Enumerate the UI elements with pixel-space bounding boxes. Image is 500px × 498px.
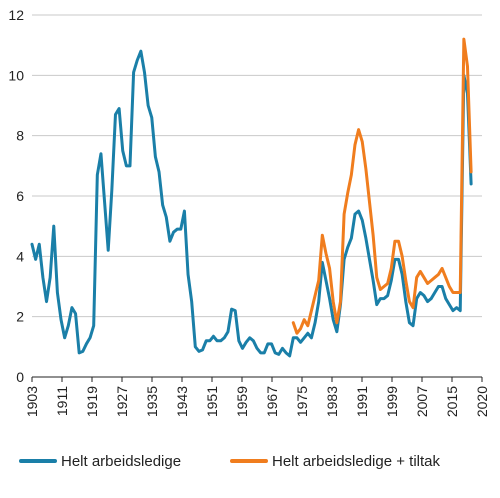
legend: Helt arbeidsledige Helt arbeidsledige + t… (19, 453, 441, 470)
legend-label: Helt arbeidsledige + tiltak (272, 453, 441, 470)
y-tick-label: 0 (16, 369, 24, 385)
x-tick-label: 1983 (324, 386, 340, 417)
x-tick-label: 1943 (174, 386, 190, 417)
y-tick-label: 6 (16, 188, 24, 204)
x-tick-label: 1911 (54, 386, 70, 416)
legend-label: Helt arbeidsledige (61, 453, 181, 470)
x-tick-label: 1927 (114, 386, 130, 417)
x-tick-label: 1975 (294, 386, 310, 417)
y-tick-label: 8 (16, 128, 24, 144)
x-tick-label: 2015 (444, 386, 460, 417)
x-tick-label: 1999 (384, 386, 400, 417)
axes: 0 2 4 6 8 10 12 1903 1911 1919 1927 1935 1943 1951 195… (8, 7, 490, 417)
y-tick-label: 2 (16, 309, 24, 325)
x-tick-label: 1903 (24, 386, 40, 417)
x-tick-label: 1967 (264, 386, 280, 417)
y-tick-label: 10 (8, 67, 24, 83)
x-tick-label: 1951 (204, 386, 220, 417)
x-tick-label: 2020 (474, 386, 490, 417)
x-tick-label: 1959 (234, 386, 250, 417)
series-line-1 (30, 49, 473, 358)
y-tick-label: 12 (8, 7, 24, 23)
x-tick-label: 1991 (354, 386, 370, 417)
x-tick-label: 2007 (414, 386, 430, 417)
series-line-2 (291, 37, 473, 335)
y-tick-label: 4 (16, 248, 24, 264)
series-lines (30, 37, 473, 358)
x-tick-label: 1935 (144, 386, 160, 417)
x-tick-label: 1919 (84, 386, 100, 417)
